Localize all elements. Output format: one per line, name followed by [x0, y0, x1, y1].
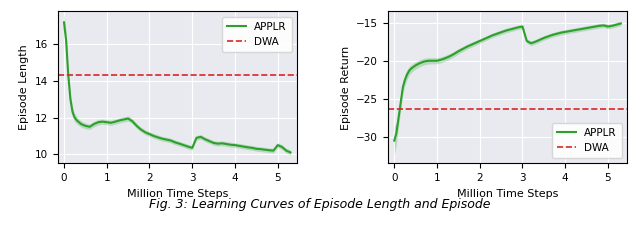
APPLR: [609, 25, 616, 27]
Text: Fig. 3: Learning Curves of Episode Length and Episode: Fig. 3: Learning Curves of Episode Lengt…: [149, 198, 491, 211]
APPLR: [433, 59, 441, 62]
Y-axis label: Episode Return: Episode Return: [340, 45, 351, 130]
Legend: APPLR, DWA: APPLR, DWA: [552, 123, 622, 158]
APPLR: [205, 140, 213, 143]
Legend: APPLR, DWA: APPLR, DWA: [221, 17, 292, 52]
Line: APPLR: APPLR: [64, 22, 291, 153]
APPLR: [429, 59, 436, 62]
X-axis label: Million Time Steps: Million Time Steps: [127, 189, 228, 199]
DWA: [60, 73, 68, 76]
DWA: [390, 107, 398, 110]
APPLR: [287, 151, 294, 154]
APPLR: [99, 120, 106, 123]
Line: APPLR: APPLR: [394, 24, 621, 141]
APPLR: [617, 22, 625, 25]
APPLR: [103, 121, 111, 123]
APPLR: [390, 139, 398, 142]
APPLR: [248, 146, 256, 149]
APPLR: [579, 27, 586, 30]
APPLR: [536, 39, 543, 41]
Y-axis label: Episode Length: Episode Length: [19, 44, 29, 130]
X-axis label: Million Time Steps: Million Time Steps: [457, 189, 558, 199]
APPLR: [553, 32, 561, 35]
APPLR: [223, 143, 230, 145]
DWA: [103, 73, 111, 76]
APPLR: [60, 21, 68, 24]
DWA: [433, 107, 441, 110]
APPLR: [278, 146, 286, 148]
